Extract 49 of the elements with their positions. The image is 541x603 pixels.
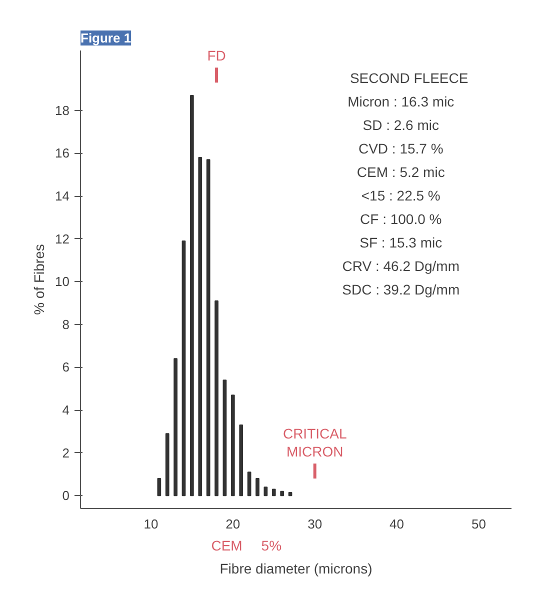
y-tick-label: 6 [62, 360, 70, 375]
text: CEM [211, 538, 242, 554]
text: 5% [261, 538, 282, 554]
annotation: SDC : 39.2 Dg/mm [342, 282, 460, 298]
chart-title: Figure 1 [80, 30, 132, 46]
y-tick-label: 16 [55, 146, 70, 161]
y-tick-label: 8 [62, 316, 70, 332]
x-tick-label: 40 [390, 516, 404, 532]
x-tick-label: 10 [144, 516, 158, 532]
y-tick-label: 4 [62, 402, 70, 418]
bar [247, 472, 252, 496]
annotation: CRV : 46.2 Dg/mm [342, 258, 460, 274]
y-axis-title: % of Fibres [31, 244, 48, 315]
annotation: CF : 100.0 % [360, 211, 442, 228]
y-tick-label: 0 [62, 488, 70, 504]
bar [165, 433, 170, 496]
annotation: SECOND FLEECE [350, 70, 468, 86]
bar [174, 358, 178, 496]
y-tick-label: 12 [55, 231, 70, 246]
y-tick-label: 10 [55, 274, 70, 290]
annotation: FD [207, 47, 226, 64]
bar [272, 488, 276, 496]
y-tick-label: 14 [55, 188, 70, 204]
x-tick-label: 30 [308, 516, 322, 532]
annotation: <15 : 22.5 % [361, 187, 440, 204]
bar [157, 478, 162, 496]
bar [214, 300, 218, 496]
bar [182, 240, 186, 496]
bar [239, 424, 244, 496]
annotation: CRITICAL MICRON [282, 426, 347, 460]
annotation: SD : 2.6 mic [362, 116, 440, 133]
annotation: SF : 15.3 mic [360, 234, 442, 251]
bar [280, 490, 284, 496]
y-tick-label: 2 [62, 445, 70, 460]
x-tick-label: 20 [226, 516, 240, 532]
annotation: CVD : 15.7 % [358, 140, 444, 156]
y-tick-label: 18 [55, 102, 70, 118]
x-axis-title: Fibre diameter (microns) [220, 560, 372, 576]
bar [230, 394, 235, 496]
bar [190, 94, 194, 496]
annotation: Micron : 16.3 mic [348, 93, 454, 110]
bar [264, 486, 268, 496]
bar [198, 157, 202, 496]
x-tick-label: 50 [471, 516, 486, 532]
annotation: CEM : 5.2 mic [356, 164, 445, 180]
bar [222, 380, 227, 496]
bar [206, 159, 210, 496]
bar [288, 492, 292, 496]
bar [256, 478, 260, 496]
